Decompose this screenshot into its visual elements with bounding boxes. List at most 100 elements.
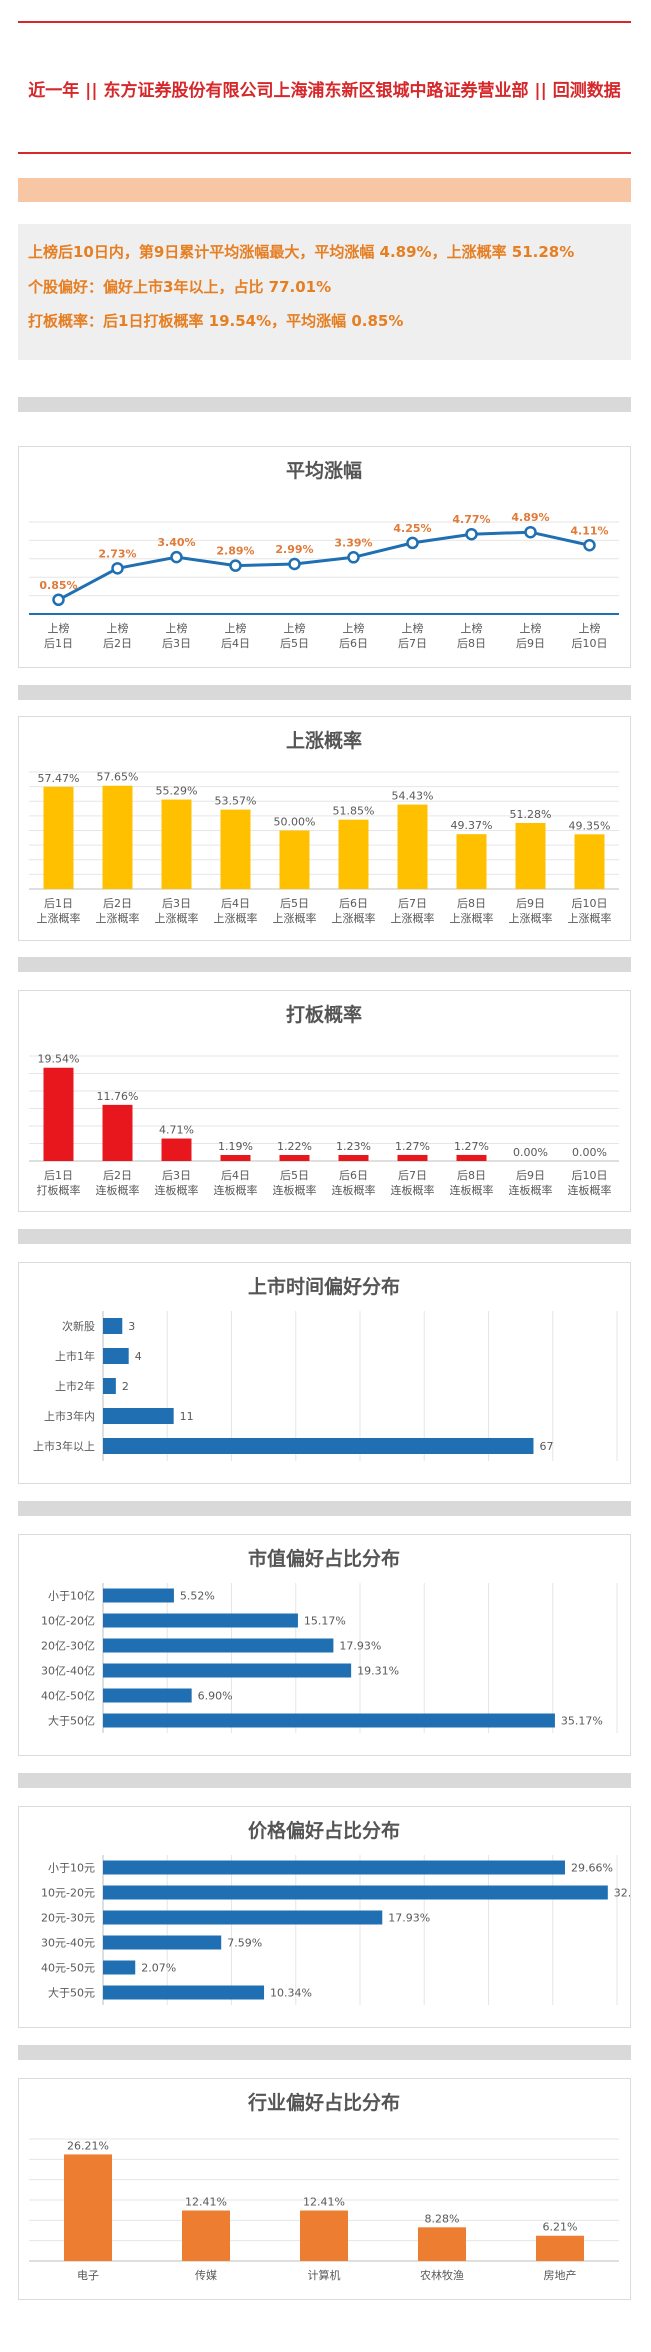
bar (103, 1638, 334, 1653)
data-point (52, 593, 65, 607)
data-label: 54.43% (392, 790, 434, 803)
bar (574, 834, 605, 889)
data-label: 2.89% (216, 545, 254, 558)
tick-label: 上市1年 (55, 1349, 95, 1363)
tick-label: 30元-40元 (41, 1937, 95, 1950)
tick-label: 上榜后5日 (280, 621, 309, 650)
tick-label: 后3日上涨概率 (155, 897, 199, 925)
section-divider-peach (18, 178, 631, 202)
data-label: 11.76% (97, 1090, 139, 1103)
data-label: 2.07% (141, 1962, 176, 1975)
data-label: 35.17% (561, 1715, 603, 1728)
bar (103, 1935, 222, 1950)
gray-separator (18, 1229, 631, 1244)
tick-label: 农林牧渔 (420, 2268, 464, 2282)
bar (220, 1155, 251, 1161)
data-label: 1.27% (454, 1140, 489, 1153)
tick-label: 后6日上涨概率 (332, 897, 376, 925)
bar (397, 804, 428, 889)
chart-title: 平均涨幅 (286, 459, 362, 482)
gray-separator (18, 2045, 631, 2060)
chart-panel-industry: 行业偏好占比分布 26.21% 12.41% 12.41% 8.28% 6.21% 电子 传媒… (18, 2078, 631, 2300)
data-label: 0.85% (39, 579, 77, 592)
bar (161, 1138, 192, 1161)
chart-title: 价格偏好占比分布 (248, 1819, 400, 1842)
tick-label: 后10日连板概率 (568, 1169, 612, 1197)
chart-panel-limit-probability: 打板概率 19.54% 11.76% 4.71% 1.19% 1.22% 1.23% 1.27… (18, 990, 631, 1212)
bar (338, 1155, 369, 1161)
data-label: 3.39% (334, 536, 372, 549)
data-label: 51.85% (333, 805, 375, 818)
data-label: 51.28% (510, 808, 552, 821)
data-label: 0.00% (572, 1146, 607, 1159)
data-label: 2.73% (98, 547, 136, 560)
bar (397, 1154, 428, 1161)
bar (103, 1885, 608, 1900)
tick-label: 上市3年内 (44, 1409, 95, 1423)
tick-label: 上榜后1日 (44, 621, 73, 650)
data-point (406, 536, 419, 550)
chart-panel-market-cap: 市值偏好占比分布 5.52% 小于10亿 15.17% 10亿-20亿 17.93% 20亿… (18, 1534, 631, 1756)
summary-line-stock-preference: 个股偏好：偏好上市3年以上，占比 77.01% (28, 278, 332, 296)
tick-label: 房地产 (544, 2268, 577, 2282)
bar (279, 830, 310, 889)
chart-title: 行业偏好占比分布 (247, 2091, 400, 2114)
chart-title: 打板概率 (286, 1003, 362, 1026)
tick-label: 后5日连板概率 (273, 1169, 317, 1197)
data-label: 1.19% (218, 1140, 253, 1153)
chart-panel-rise-probability: 上涨概率 57.47% 57.65% 55.29% 53.57% 50.00% 51.85%… (18, 716, 631, 941)
data-point (524, 525, 537, 539)
bar (515, 823, 546, 889)
data-label: 49.35% (569, 819, 611, 832)
data-label: 50.00% (274, 816, 316, 829)
tick-label: 后2日连板概率 (96, 1169, 140, 1197)
tick-label: 20元-30元 (41, 1912, 95, 1925)
bar (103, 1985, 265, 2000)
data-label: 55.29% (156, 785, 198, 798)
data-label: 12.41% (185, 2196, 227, 2209)
gray-separator (18, 957, 631, 972)
chart-panel-price: 价格偏好占比分布 29.66% 小于10元 32.41% 10元-20元 17.93% 20… (18, 1806, 631, 2028)
tick-label: 后7日上涨概率 (391, 897, 435, 925)
chart-market-cap: 市值偏好占比分布 5.52% 小于10亿 15.17% 10亿-20亿 17.93% 20亿… (41, 1547, 618, 1733)
data-label: 57.47% (38, 772, 80, 785)
data-label: 7.59% (227, 1937, 262, 1950)
bar (536, 2235, 584, 2261)
chart-avg-gain: 平均涨幅 0.85% 2.73% 3.40% 2.89% 2.99% 3.39% 4.25% 4… (29, 459, 619, 650)
tick-label: 30亿-40亿 (41, 1665, 95, 1678)
data-label: 11 (180, 1410, 194, 1423)
bar (279, 1155, 310, 1161)
tick-label: 后7日连板概率 (391, 1169, 435, 1197)
tick-label: 后8日连板概率 (450, 1169, 494, 1197)
gray-separator (18, 397, 631, 412)
data-point (347, 551, 360, 564)
bar (103, 1860, 565, 1875)
chart-title: 上市时间偏好分布 (248, 1275, 400, 1298)
tick-label: 后2日上涨概率 (96, 897, 140, 925)
tick-label: 后1日上涨概率 (37, 897, 81, 925)
tick-label: 上市2年 (55, 1379, 95, 1393)
bar (103, 1613, 298, 1628)
data-label: 15.17% (304, 1615, 346, 1628)
data-label: 53.57% (215, 795, 257, 808)
bar (103, 1438, 534, 1454)
tick-label: 上榜后8日 (457, 621, 486, 650)
data-label: 1.23% (336, 1140, 371, 1153)
tick-label: 后8日上涨概率 (450, 897, 494, 925)
bar (338, 819, 369, 889)
bar (103, 1588, 174, 1603)
gray-separator (18, 1773, 631, 1788)
tick-label: 上榜后10日 (572, 621, 608, 650)
tick-label: 后6日连板概率 (332, 1169, 376, 1197)
bar (103, 1378, 116, 1394)
data-label: 3.40% (157, 536, 195, 549)
chart-listing-time: 上市时间偏好分布 3 次新股 4 上市1年 2 上市2年 11 上市3年内 67 上市3年以上 (33, 1275, 618, 1461)
data-label: 1.27% (395, 1140, 430, 1153)
gray-separator (18, 1501, 631, 1516)
chart-price: 价格偏好占比分布 29.66% 小于10元 32.41% 10元-20元 17.93% 20… (41, 1819, 630, 2005)
bar (64, 2154, 112, 2261)
tick-label: 小于10元 (48, 1862, 95, 1875)
tick-label: 上榜后7日 (398, 621, 427, 650)
bar (43, 786, 74, 889)
chart-rise-probability: 上涨概率 57.47% 57.65% 55.29% 53.57% 50.00% 51.85%… (29, 729, 619, 925)
